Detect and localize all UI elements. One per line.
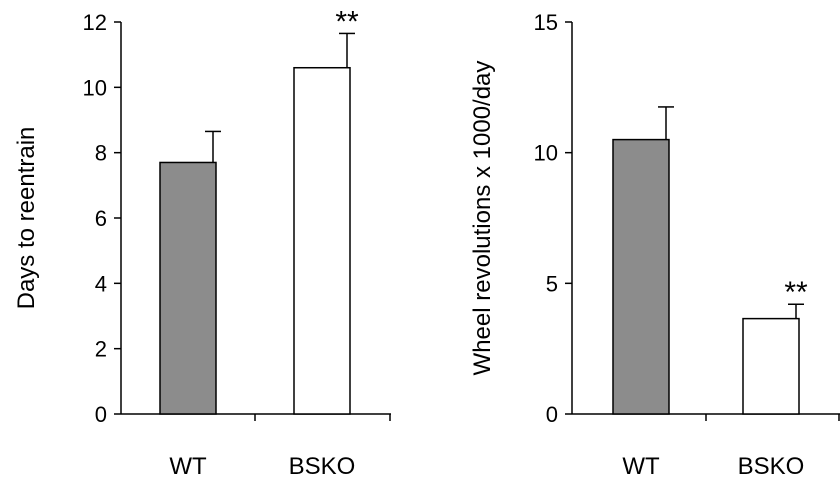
significance-label: ** — [335, 5, 359, 38]
bar-bsko — [293, 66, 351, 415]
y-tick-label: 0 — [95, 402, 107, 427]
x-category-label: WT — [622, 453, 660, 480]
bar-bsko — [742, 317, 800, 415]
y-tick-label: 0 — [546, 402, 558, 427]
y-tick-label: 5 — [546, 271, 558, 296]
x-category-label: WT — [169, 453, 207, 480]
y-tick-label: 10 — [83, 75, 107, 100]
y-tick-label: 15 — [534, 10, 558, 35]
y-tick-label: 10 — [534, 141, 558, 166]
x-category-label: BSKO — [738, 453, 805, 480]
y-tick-label: 4 — [95, 271, 107, 296]
bar-wt — [612, 138, 670, 415]
y-tick-label: 12 — [83, 10, 107, 35]
y-tick-label: 6 — [95, 206, 107, 231]
x-category-label: BSKO — [289, 453, 356, 480]
y-axis-title: Days to reentrain — [13, 127, 40, 310]
bar-wt — [159, 161, 217, 415]
significance-label: ** — [784, 276, 808, 309]
chart-days-to-reentrain: 0 2 4 6 8 10 12 WT ** BSKO Days to reentrain — [13, 5, 391, 480]
y-tick-label: 2 — [95, 337, 107, 362]
y-axis-title: Wheel revolutions x 1000/day — [469, 61, 496, 376]
chart-wheel-revolutions: 0 5 10 15 WT ** BSKO Wheel revolutions x 1000/d… — [469, 10, 840, 480]
y-tick-label: 8 — [95, 141, 107, 166]
